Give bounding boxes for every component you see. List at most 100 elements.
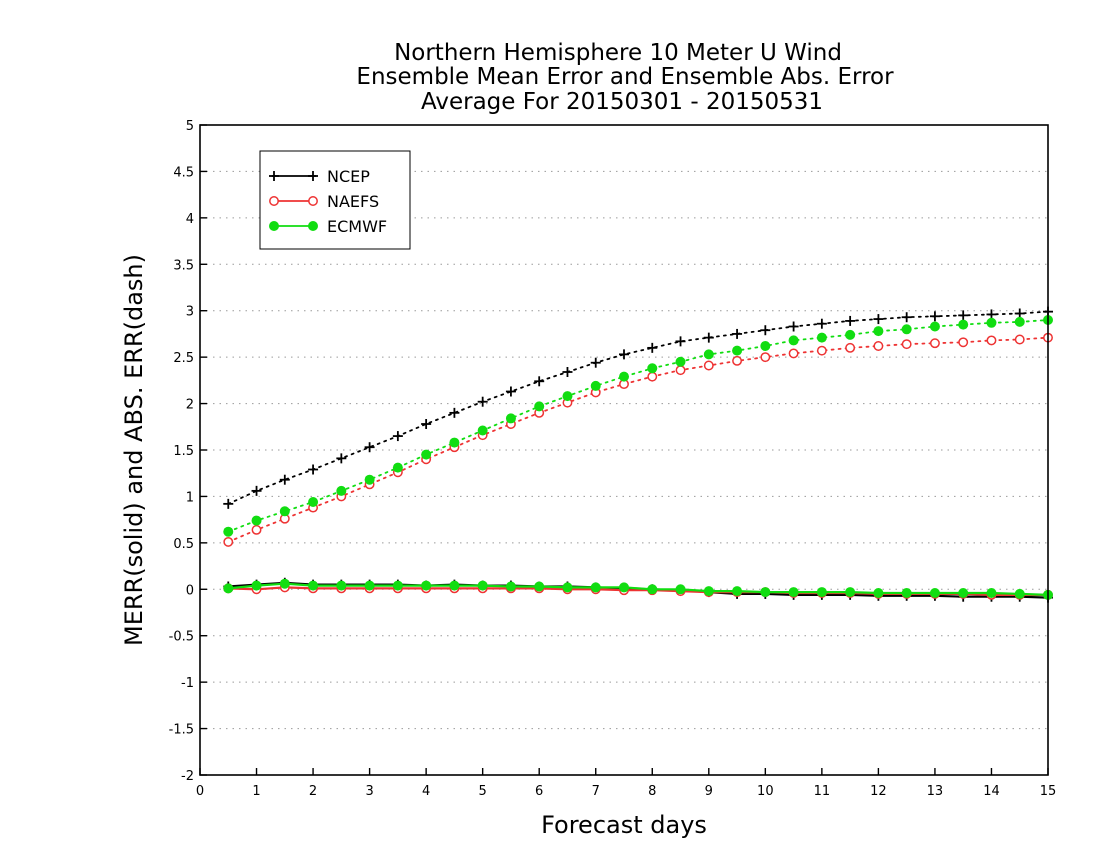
ecmwf-mean-error-point: [392, 580, 403, 591]
ecmwf-abs-error-point: [308, 497, 319, 507]
y-tick-label: 3: [186, 305, 194, 320]
legend-item-naefs: NAEFS: [269, 192, 379, 211]
ecmwf-abs-error-point: [675, 356, 686, 367]
ecmwf-abs-error-point: [619, 371, 629, 382]
naefs-abs-error-point: [675, 365, 686, 376]
legend-marker: [269, 196, 279, 206]
ecmwf-abs-error-point: [873, 326, 884, 337]
ncep-abs-error-point: [392, 431, 403, 442]
ecmwf-abs-error-point: [986, 317, 997, 328]
ecmwf-abs-error-point: [590, 380, 601, 391]
ecmwf-abs-error-point: [845, 329, 856, 340]
ecmwf-abs-error-point: [364, 474, 375, 485]
legend-box: [259, 150, 411, 250]
y-axis: -2 -1.5 -1 -0.5 0 0.5 1 1.5 2 2.5 3 3.5 4 4.5 5: [169, 119, 207, 784]
ncep-abs-error-line: [227, 310, 1049, 505]
series-naefs: [223, 332, 1053, 600]
ecmwf-mean-error-point: [251, 580, 262, 591]
x-tick-label: 1: [252, 784, 260, 799]
ecmwf-abs-error-point: [392, 462, 403, 473]
y-tick-label: 1: [186, 490, 194, 505]
x-tick-label: 12: [870, 784, 887, 799]
ecmwf-abs-error-point: [816, 332, 827, 343]
x-tick-label: 14: [983, 784, 1000, 799]
ncep-abs-error-point: [449, 407, 460, 418]
x-tick-label: 5: [479, 784, 487, 799]
ncep-abs-error-point: [901, 312, 912, 323]
naefs-abs-error-point: [929, 338, 940, 349]
ncep-abs-error-point: [534, 376, 545, 387]
ecmwf-mean-error-point: [336, 580, 347, 591]
ncep-abs-error-point: [251, 485, 262, 496]
y-tick-label: 4: [186, 212, 194, 227]
ecmwf-mean-error-point: [816, 587, 827, 598]
y-tick-label: 0.5: [173, 537, 194, 552]
x-tick-label: 3: [365, 784, 373, 799]
ncep-abs-error-point: [1014, 308, 1025, 319]
x-tick-label: 13: [927, 784, 944, 799]
ecmwf-abs-error-point: [788, 335, 799, 346]
x-tick-label: 2: [309, 784, 317, 799]
x-tick-label: 7: [592, 784, 600, 799]
ecmwf-abs-error-point: [449, 437, 460, 448]
ncep-abs-error-point: [223, 498, 234, 509]
ecmwf-mean-error-point: [675, 584, 686, 595]
legend-marker: [308, 196, 318, 206]
legend-label: NAEFS: [327, 192, 379, 211]
ecmwf-mean-error-point: [760, 587, 771, 598]
ecmwf-mean-error-point: [986, 588, 997, 598]
ncep-abs-error-point: [958, 310, 969, 321]
ncep-abs-error-point: [816, 318, 827, 329]
ecmwf-abs-error-point: [929, 321, 940, 332]
series-ncep: [223, 306, 1053, 603]
ecmwf-mean-error-point: [279, 578, 290, 589]
ecmwf-mean-error-point: [647, 584, 658, 595]
ecmwf-mean-error-point: [788, 587, 799, 598]
ecmwf-abs-error-point: [505, 413, 516, 424]
title-line-1: Northern Hemisphere 10 Meter U Wind: [394, 40, 842, 66]
legend-item-ecmwf: ECMWF: [269, 217, 387, 236]
series-layer: [223, 306, 1053, 603]
x-tick-label: 9: [705, 784, 713, 799]
y-tick-label: 5: [186, 119, 194, 134]
ecmwf-mean-error-point: [477, 580, 488, 591]
ecmwf-mean-error-point: [929, 588, 940, 598]
ecmwf-mean-error-point: [1014, 588, 1025, 599]
ecmwf-mean-error-point: [223, 583, 234, 594]
ecmwf-abs-error-point: [477, 425, 488, 436]
ecmwf-mean-error-point: [732, 586, 743, 597]
ecmwf-abs-error-point: [703, 349, 714, 360]
legend-label: NCEP: [327, 167, 370, 186]
x-axis: 0 1 2 3 4 5 6 7 8 9 10 11 12 13 14 15: [196, 768, 1056, 799]
ncep-abs-error-point: [732, 328, 743, 339]
y-tick-label: -1: [181, 676, 194, 691]
ncep-abs-error-point: [562, 367, 573, 377]
ecmwf-mean-error-point: [562, 582, 573, 593]
ecmwf-mean-error-point: [873, 588, 884, 598]
x-tick-label: 8: [648, 784, 656, 799]
naefs-abs-error-point: [901, 339, 912, 350]
y-tick-label: 2.5: [173, 351, 194, 366]
ecmwf-abs-error-point: [901, 324, 912, 335]
y-tick-label: 2: [186, 398, 194, 413]
y-tick-label: 3.5: [173, 258, 194, 273]
chart-title: Northern Hemisphere 10 Meter U Wind Ense…: [356, 40, 894, 115]
y-tick-label: 0: [186, 583, 194, 598]
ecmwf-abs-error-point: [958, 319, 969, 330]
ncep-abs-error-point: [873, 314, 884, 325]
naefs-abs-error-point: [760, 352, 771, 363]
ecmwf-mean-error-point: [308, 580, 319, 591]
naefs-abs-error-point: [732, 355, 743, 366]
ncep-abs-error-point: [505, 386, 516, 397]
ecmwf-mean-error-point: [590, 582, 601, 593]
x-tick-label: 11: [814, 784, 831, 799]
x-tick-label: 6: [535, 784, 543, 799]
y-tick-label: 4.5: [173, 165, 194, 180]
legend-marker: [269, 171, 279, 181]
naefs-abs-error-point: [703, 360, 714, 371]
legend-label: ECMWF: [327, 217, 387, 236]
legend: NCEP NAEFS ECMWF: [259, 150, 411, 250]
y-tick-label: -0.5: [169, 630, 194, 645]
x-tick-label: 4: [422, 784, 430, 799]
gridlines: [200, 170, 1048, 730]
